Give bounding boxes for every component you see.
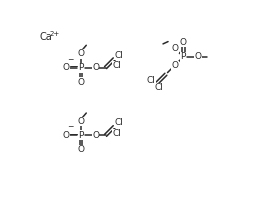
Text: Cl: Cl [147, 76, 155, 85]
Text: O: O [77, 49, 84, 58]
Text: O: O [77, 78, 84, 87]
Text: P: P [181, 52, 186, 61]
Text: Ca: Ca [39, 32, 52, 42]
Text: −: − [67, 123, 73, 132]
Text: O: O [77, 117, 84, 126]
Text: Cl: Cl [154, 83, 163, 92]
Text: O: O [63, 131, 70, 140]
Text: −: − [67, 55, 73, 64]
Text: O: O [77, 145, 84, 154]
Text: O: O [180, 38, 187, 47]
Text: O: O [194, 52, 202, 61]
Text: Cl: Cl [112, 129, 121, 138]
Text: P: P [78, 131, 83, 140]
Text: 2+: 2+ [49, 31, 60, 37]
Text: Cl: Cl [114, 118, 123, 127]
Text: Cl: Cl [112, 61, 121, 70]
Text: O: O [63, 63, 70, 72]
Text: O: O [171, 44, 178, 53]
Text: O: O [92, 63, 99, 72]
Text: O: O [171, 61, 178, 70]
Text: P: P [78, 63, 83, 72]
Text: Cl: Cl [114, 51, 123, 60]
Text: O: O [92, 131, 99, 140]
